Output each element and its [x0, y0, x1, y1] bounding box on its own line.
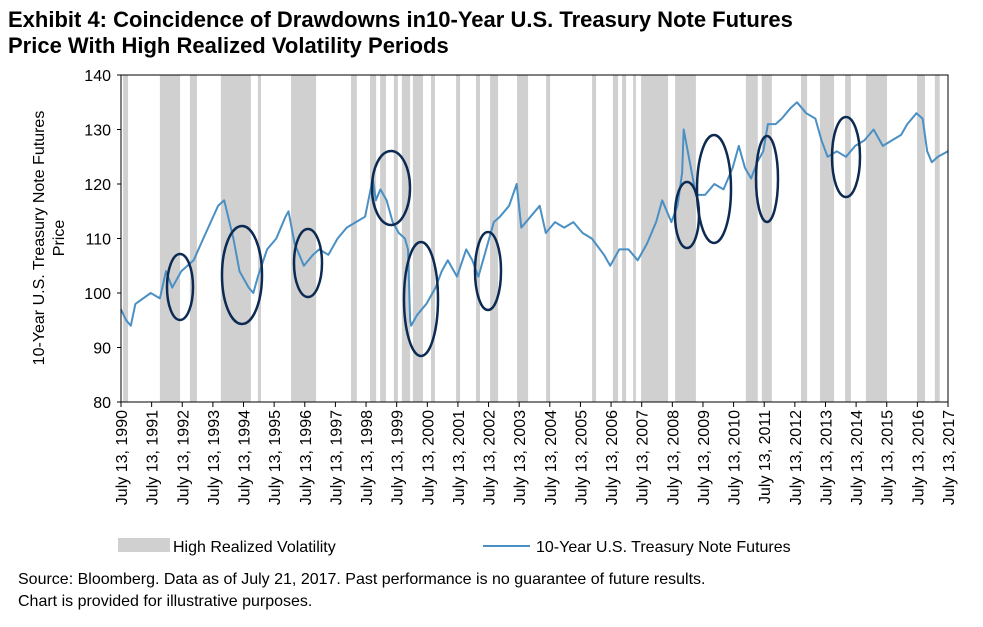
annotation-ellipse — [370, 149, 412, 227]
annotations — [165, 115, 862, 358]
x-tick-label: July 13, 2009 — [696, 410, 713, 505]
volatility-band — [290, 75, 317, 402]
x-tick-label: July 13, 2006 — [604, 410, 621, 505]
x-tick-label: July 13, 1990 — [114, 410, 131, 505]
y-tick-label: 90 — [93, 341, 111, 358]
volatility-band — [622, 75, 627, 402]
volatility-band — [641, 75, 669, 402]
volatility-band — [517, 75, 529, 402]
annotation-ellipse — [402, 240, 440, 358]
legend-label: High Realized Volatility — [173, 539, 336, 556]
x-tick-label: July 13, 2014 — [849, 410, 866, 505]
x-tick-label: July 13, 1997 — [328, 410, 345, 505]
annotation-ellipse — [292, 227, 324, 299]
volatility-band — [412, 75, 424, 402]
volatility-band — [456, 75, 461, 402]
volatility-band — [633, 75, 636, 402]
x-tick-label: July 13, 2016 — [910, 410, 927, 505]
volatility-band — [675, 75, 696, 402]
y-axis-label: Price — [51, 220, 68, 257]
annotation-ellipse — [220, 224, 264, 326]
x-tick-label: July 13, 1995 — [267, 410, 284, 505]
x-tick-label: July 13, 2007 — [635, 410, 652, 505]
y-tick-label: 80 — [93, 395, 111, 412]
y-tick-label: 130 — [84, 123, 111, 140]
volatility-band — [745, 75, 758, 402]
x-tick-label: July 13, 2012 — [788, 410, 805, 505]
y-tick-label: 140 — [84, 68, 111, 85]
volatility-band — [845, 75, 851, 402]
chart-title: Price With High Realized Volatility Peri… — [8, 33, 449, 58]
volatility-band — [257, 75, 261, 402]
x-tick-label: July 13, 2015 — [880, 410, 897, 505]
volatility-band — [612, 75, 619, 402]
volatility-band — [189, 75, 197, 402]
volatility-band — [380, 75, 386, 402]
legend-label: 10-Year U.S. Treasury Note Futures — [536, 539, 791, 556]
y-tick-label: 100 — [84, 286, 111, 303]
x-tick-label: July 13, 1998 — [359, 410, 376, 505]
volatility-band — [401, 75, 411, 402]
x-tick-label: July 13, 2010 — [727, 410, 744, 505]
volatility-band — [159, 75, 181, 402]
y-tick-label: 120 — [84, 177, 111, 194]
annotation-ellipse — [165, 252, 195, 322]
plot-frame — [120, 74, 949, 403]
source-note: Chart is provided for illustrative purpo… — [18, 593, 312, 610]
x-tick-label: July 13, 1999 — [390, 410, 407, 505]
x-tick-label: July 13, 2005 — [573, 410, 590, 505]
volatility-band — [546, 75, 551, 402]
volatility-band — [761, 75, 772, 402]
x-tick-label: July 13, 2002 — [482, 410, 499, 505]
x-tick-label: July 13, 2001 — [451, 410, 468, 505]
volatility-band — [220, 75, 251, 402]
volatility-band — [370, 75, 377, 402]
annotation-ellipse — [754, 134, 780, 224]
x-tick-label: July 13, 2008 — [665, 410, 682, 505]
x-tick-label: July 13, 2017 — [941, 410, 958, 505]
legend-swatch — [118, 538, 170, 552]
annotation-ellipse — [473, 230, 503, 312]
volatility-band — [592, 75, 597, 402]
volatility-band — [430, 75, 435, 402]
x-tick-label: July 13, 2004 — [543, 410, 560, 505]
price-line — [120, 101, 949, 327]
x-tick-label: July 13, 2011 — [757, 410, 774, 504]
x-tick-label: July 13, 2003 — [512, 410, 529, 505]
x-tick-label: July 13, 2000 — [420, 410, 437, 505]
volatility-band — [351, 75, 357, 402]
annotation-ellipse — [695, 133, 733, 245]
source-note: Source: Bloomberg. Data as of July 21, 2… — [18, 571, 706, 588]
volatility-band — [865, 75, 888, 402]
annotation-ellipse — [830, 115, 862, 199]
volatility-band — [819, 75, 835, 402]
volatility-band — [123, 75, 129, 402]
x-tick-label: July 13, 1994 — [237, 410, 254, 505]
volatility-band — [934, 75, 940, 402]
x-tick-label: July 13, 1992 — [175, 410, 192, 505]
volatility-band — [800, 75, 808, 402]
x-tick-label: July 13, 1993 — [206, 410, 223, 505]
volatility-band — [475, 75, 480, 402]
volatility-band — [393, 75, 398, 402]
x-tick-label: July 13, 1996 — [298, 410, 315, 505]
x-tick-label: July 13, 2013 — [818, 410, 835, 505]
volatility-band — [917, 75, 926, 402]
y-axis-label: 10-Year U.S. Treasury Note Futures — [31, 111, 48, 366]
x-tick-label: July 13, 1991 — [145, 410, 162, 505]
chart-title: Exhibit 4: Coincidence of Drawdowns in10… — [8, 7, 793, 32]
y-tick-label: 110 — [85, 232, 111, 249]
